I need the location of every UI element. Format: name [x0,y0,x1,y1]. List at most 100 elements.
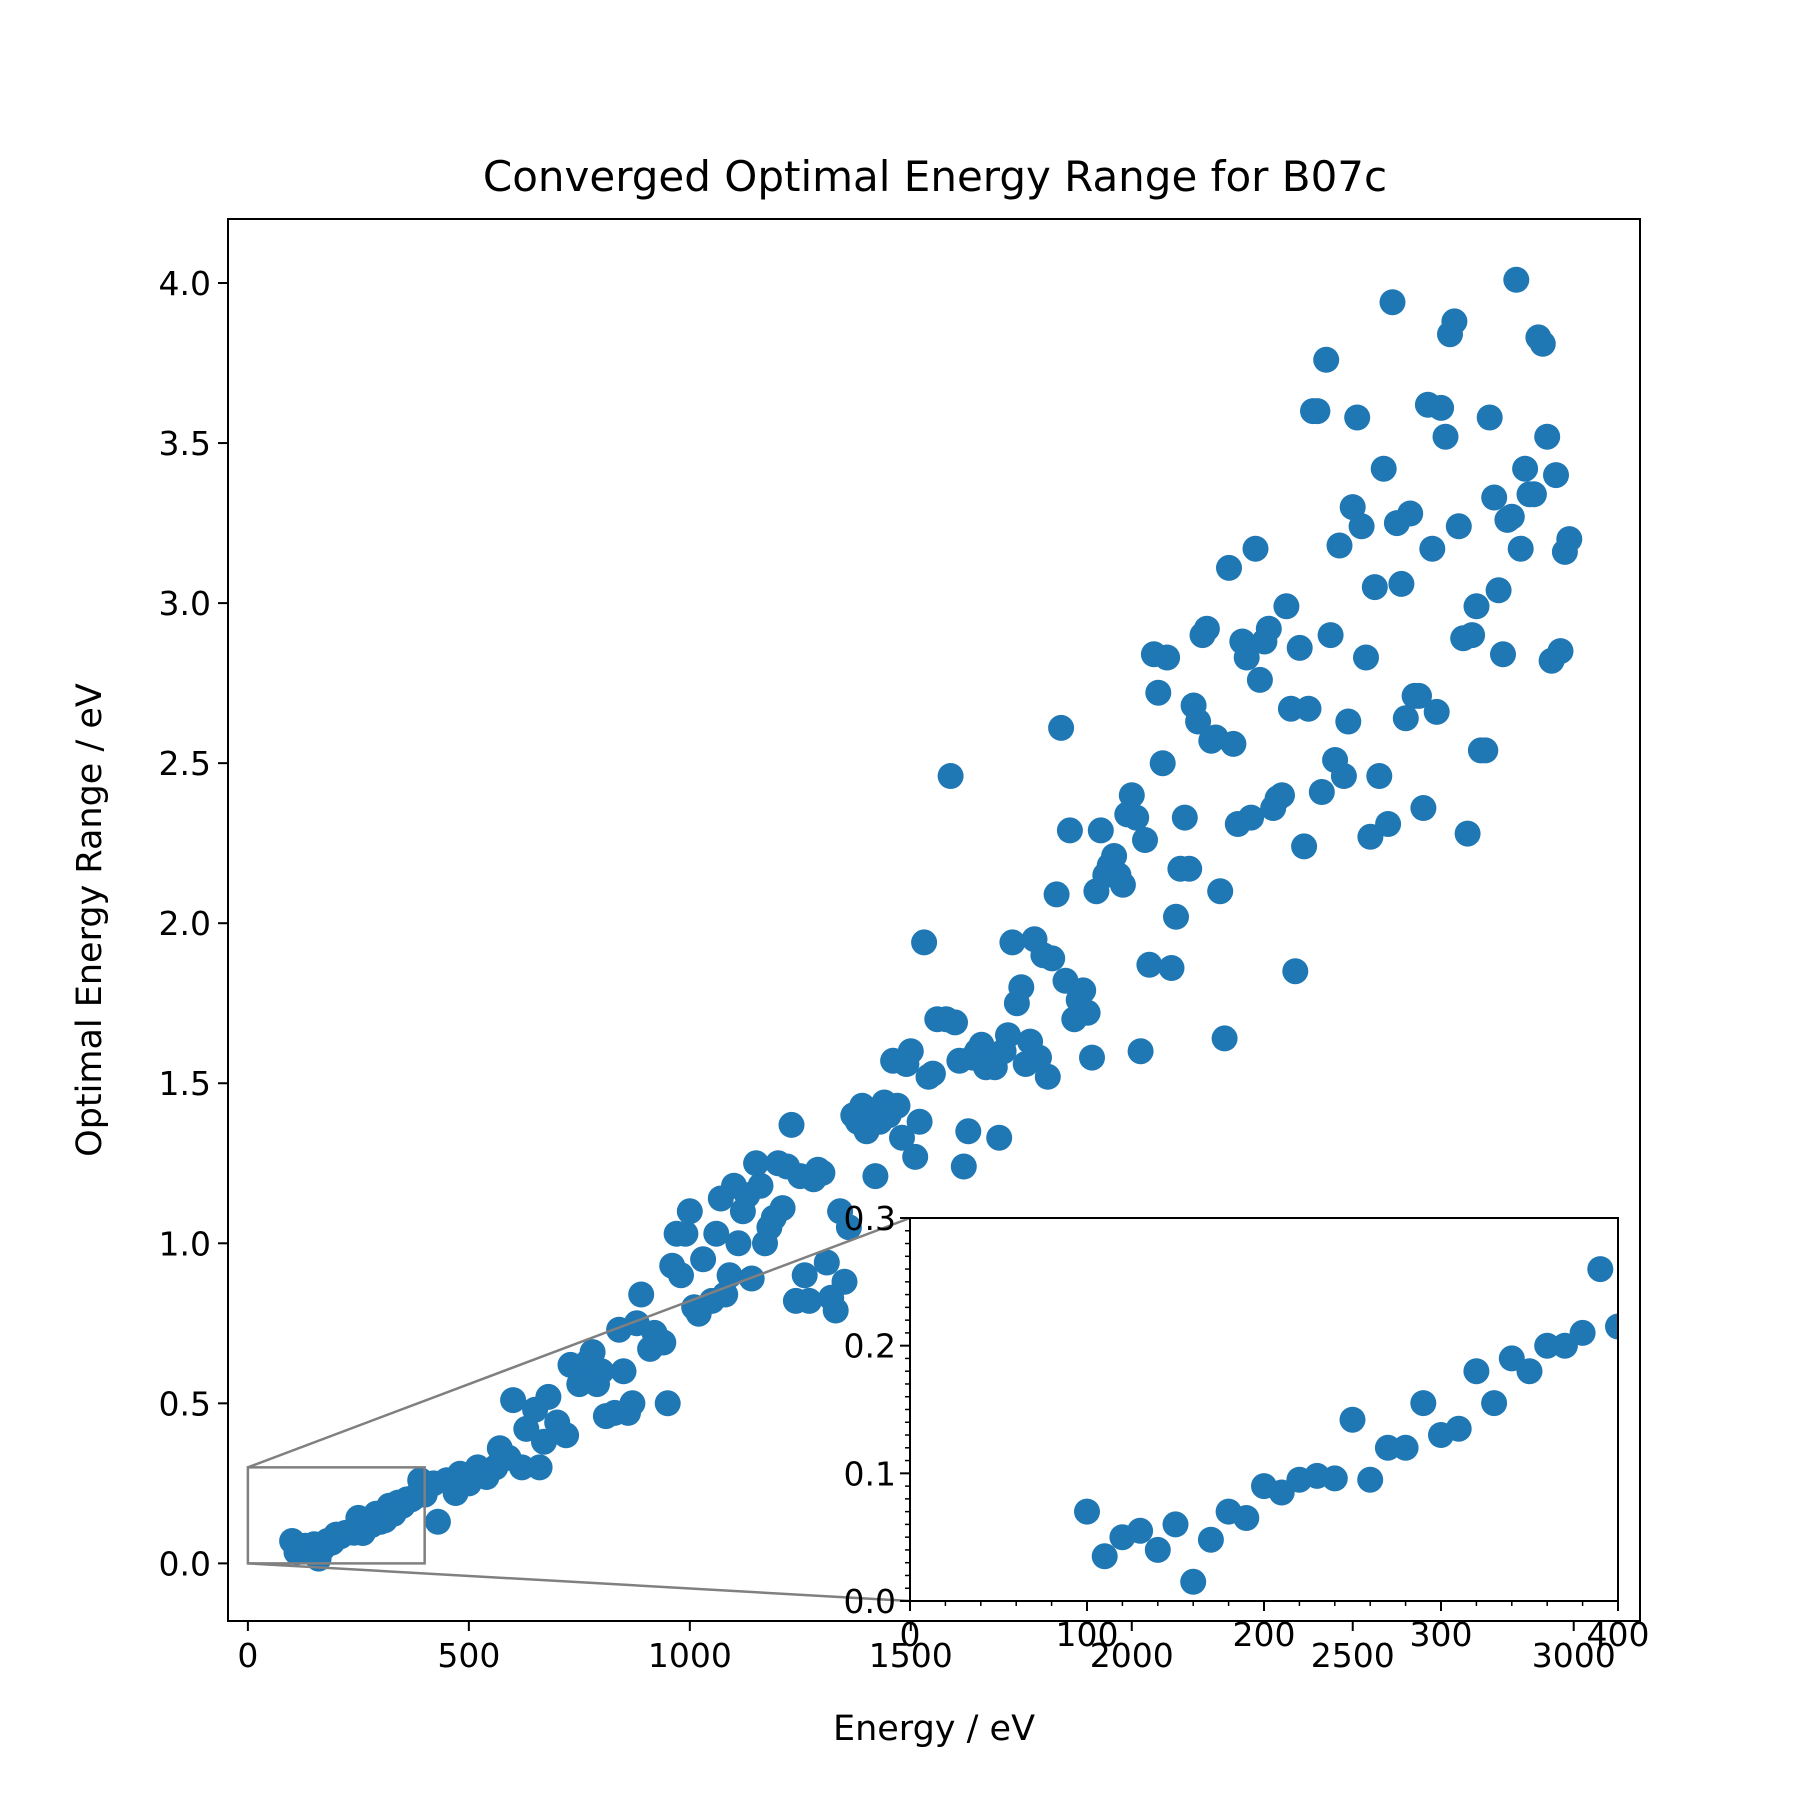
x-axis-label: Energy / eV [833,1709,1035,1749]
inset-data-point [1321,1465,1348,1492]
data-point [1255,615,1282,642]
data-point [1269,782,1295,809]
x-tick-label: 2000 [1090,1636,1174,1675]
data-point [1406,682,1432,709]
data-point [813,1249,840,1276]
y-tick-label: 1.5 [159,1064,211,1103]
x-tick-label: 500 [437,1636,500,1675]
data-point [1273,593,1300,620]
data-point [1313,346,1340,373]
inset-data-point [1162,1511,1189,1538]
data-point [1211,1025,1238,1052]
data-point [1295,695,1322,722]
zoom-connector-bottom [247,1562,911,1603]
data-point [1056,817,1083,844]
data-point [1171,804,1198,831]
data-point [1490,641,1516,668]
data-point [654,1390,681,1417]
data-point [1463,593,1490,620]
inset-x-tick-label: 200 [1233,1615,1296,1654]
inset-data-point [1233,1505,1260,1531]
inset-data-point [1339,1406,1366,1433]
data-point [1476,404,1503,431]
data-point [1423,698,1450,725]
data-point [672,1220,699,1247]
inset-data-point [1410,1390,1437,1417]
zoom-connector-top [247,1216,911,1469]
inset-data-point [1392,1434,1419,1461]
data-point [791,1262,818,1289]
data-point [1326,532,1353,559]
inset-data-point [1144,1536,1171,1563]
data-point [1498,503,1525,530]
data-point [1410,795,1437,821]
data-point [835,1214,862,1241]
data-point [1074,999,1101,1026]
data-point [1454,820,1481,847]
x-tick-label: 0 [237,1636,258,1675]
data-point [1282,958,1309,985]
data-point [1123,804,1150,831]
data-point [1145,679,1172,706]
data-point [1361,574,1388,601]
chart-title: Converged Optimal Energy Range for B07c [483,152,1387,201]
inset-plot-marks [1074,1256,1618,1595]
data-point [1547,638,1574,665]
data-point [531,1428,557,1455]
data-point [1304,398,1331,425]
data-point [955,1118,982,1145]
zoom-indicator [246,1216,911,1603]
data-point [1459,622,1486,649]
data-point [906,1108,933,1135]
x-tick-label: 1500 [869,1636,953,1675]
data-point [1286,634,1313,661]
data-point [668,1262,694,1289]
data-point [610,1358,637,1385]
data-point [1039,945,1066,972]
inset-y-tick-label: 0.1 [844,1454,896,1493]
data-point [919,1060,946,1087]
data-point [1485,577,1512,604]
data-point [862,1163,889,1190]
data-point [950,1153,977,1180]
data-point [1379,289,1406,316]
data-point [500,1387,527,1414]
data-point [1481,484,1508,511]
data-point [1344,404,1371,431]
data-point [831,1268,858,1295]
data-point [526,1454,553,1481]
inset-data-point [1445,1415,1472,1442]
data-point [999,929,1026,956]
y-tick-label: 3.5 [159,424,211,463]
data-point [747,1172,774,1199]
inset-x-tick-label: 0 [900,1615,921,1654]
inset-data-point [1180,1568,1207,1595]
data-point [1445,513,1472,540]
data-point [884,1092,911,1119]
data-point [1507,535,1534,562]
data-point [897,1038,924,1065]
data-point [1127,1038,1154,1065]
data-point [1370,455,1397,482]
data-point [690,1246,717,1273]
data-point [1233,644,1260,671]
x-tick-label: 3000 [1532,1636,1616,1675]
data-point [588,1358,615,1385]
data-point [1246,666,1273,693]
data-point [778,1111,805,1138]
data-point [796,1287,823,1314]
data-point [986,1124,1013,1151]
data-point [535,1383,562,1410]
data-point [619,1390,646,1417]
data-point [942,1009,968,1036]
data-point [1158,955,1185,981]
data-point [1109,871,1136,898]
data-point [716,1262,743,1289]
data-point [650,1329,677,1356]
data-point [1207,878,1234,905]
main-plot-marks [279,266,1583,1572]
data-point [1176,855,1203,882]
data-point [769,1195,796,1222]
